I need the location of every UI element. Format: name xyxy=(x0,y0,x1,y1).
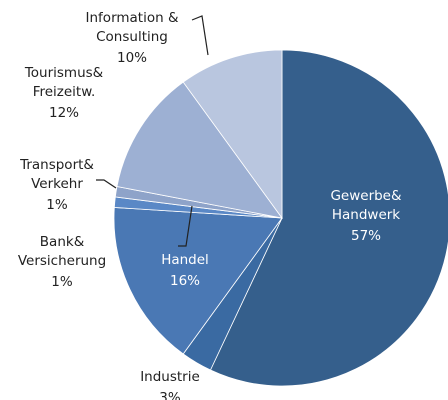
category-label: Information & xyxy=(86,10,179,26)
category-label: Tourismus& xyxy=(24,65,104,81)
leader-line xyxy=(96,179,117,189)
category-label: Consulting xyxy=(96,29,168,45)
category-label: Handwerk xyxy=(332,207,400,223)
category-label: Transport& xyxy=(19,157,94,173)
pie-slice xyxy=(182,49,283,220)
value-label: 10% xyxy=(117,50,147,66)
labels: Gewerbe&Handwerk 57% Industrie 3% Handel 16% B… xyxy=(18,10,402,400)
category-label: Bank& xyxy=(40,234,85,250)
pie-slice xyxy=(209,49,448,387)
pie-slice xyxy=(116,81,283,219)
value-label: 57% xyxy=(351,228,381,244)
value-label: 3% xyxy=(159,390,181,400)
category-label: Handel xyxy=(161,252,209,268)
category-label: Gewerbe& xyxy=(330,188,402,204)
value-label: 12% xyxy=(49,105,79,121)
value-label: 1% xyxy=(51,274,73,290)
leader-line xyxy=(178,205,193,247)
value-label: 1% xyxy=(46,197,68,213)
category-label: Freizeitw. xyxy=(33,84,96,100)
pie-slice xyxy=(113,207,283,355)
category-label: Industrie xyxy=(140,369,200,385)
value-label: 16% xyxy=(170,273,200,289)
pie xyxy=(113,49,448,387)
leader-line xyxy=(191,15,209,56)
category-label: Versicherung xyxy=(18,253,106,269)
category-label: Verkehr xyxy=(31,176,83,192)
